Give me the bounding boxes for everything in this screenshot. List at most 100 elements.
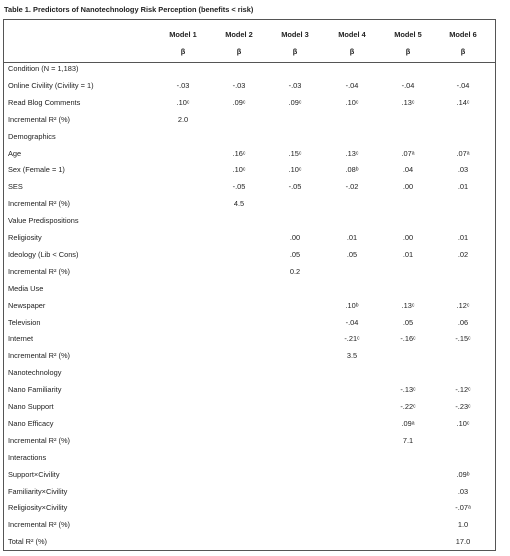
column-subheader: β — [292, 47, 298, 56]
cell: .07ᵃ — [401, 148, 415, 158]
column-header: Model 3 — [281, 30, 309, 39]
cell: .13ᶜ — [401, 300, 415, 310]
cell: .14ᶜ — [456, 97, 470, 107]
cell: -.04 — [345, 317, 359, 327]
cell: -.04 — [456, 80, 470, 90]
cell: -.23ᶜ — [455, 402, 471, 411]
cell: .05 — [289, 249, 301, 259]
row-label: Incremental R² (%) — [8, 435, 71, 445]
row-label: Sex (Female = 1) — [8, 165, 65, 175]
column-subheader: β — [236, 47, 242, 56]
table-border — [3, 19, 496, 551]
row-label: Nanotechnology — [8, 368, 62, 378]
row-label: Internet — [8, 334, 34, 344]
cell: .10ᵇ — [345, 300, 359, 310]
row-label: Read Blog Comments — [8, 97, 81, 107]
cell: .01 — [457, 233, 469, 242]
cell: -.12ᶜ — [455, 385, 471, 395]
cell: .06 — [457, 317, 469, 327]
cell: -.05 — [288, 182, 302, 192]
cell: .10ᶜ — [345, 97, 359, 107]
cell: .05 — [402, 317, 414, 327]
row-label: Incremental R² (%) — [8, 114, 71, 124]
header-rule — [3, 62, 496, 63]
cell: .04 — [402, 165, 414, 175]
cell: -.15ᶜ — [455, 334, 471, 344]
column-subheader: β — [405, 47, 411, 56]
row-label: Incremental R² (%) — [8, 351, 71, 361]
cell: 0.2 — [289, 266, 301, 276]
row-label: Age — [8, 148, 22, 158]
cell: .02 — [457, 249, 469, 259]
cell: .09ᵇ — [456, 469, 470, 479]
cell: -.03 — [288, 80, 302, 90]
cell: -.05 — [232, 182, 246, 192]
table-title: Table 1. Predictors of Nanotechnology Ri… — [4, 5, 254, 14]
cell: .00 — [402, 182, 414, 192]
row-label: Television — [8, 317, 41, 327]
row-label: Media Use — [8, 283, 44, 293]
row-label: Religiosity — [8, 233, 42, 242]
row-label: Interactions — [8, 452, 47, 462]
cell: 1.0 — [457, 520, 469, 530]
row-label: Incremental R² (%) — [8, 266, 71, 276]
cell: .08ᵇ — [345, 165, 359, 175]
row-label: Nano Support — [8, 402, 54, 411]
row-label: Support×Civility — [8, 469, 60, 479]
cell: -.13ᶜ — [400, 385, 416, 395]
column-subheader: β — [460, 47, 466, 56]
row-label: Incremental R² (%) — [8, 199, 71, 209]
cell: -.07ᵃ — [455, 503, 471, 513]
cell: -.03 — [232, 80, 246, 90]
row-label: Ideology (Lib < Cons) — [8, 249, 79, 259]
column-subheader: β — [180, 47, 186, 56]
row-label: Familiarity×Civility — [8, 486, 68, 496]
row-label: Condition (N = 1,183) — [8, 64, 79, 73]
cell: .10ᶜ — [456, 418, 470, 428]
row-label: Religiosity×Civility — [8, 503, 68, 513]
cell: .00 — [402, 233, 414, 242]
row-label: Online Civility (Civility = 1) — [8, 80, 94, 90]
cell: 3.5 — [346, 351, 358, 361]
cell: .01 — [346, 233, 358, 242]
column-header: Model 2 — [225, 30, 253, 39]
column-header: Model 4 — [338, 30, 366, 39]
row-label: Incremental R² (%) — [8, 520, 71, 530]
cell: 4.5 — [233, 199, 245, 209]
cell: .16ᶜ — [232, 148, 246, 158]
cell: .05 — [346, 249, 358, 259]
cell: 2.0 — [177, 114, 189, 124]
column-header: Model 5 — [394, 30, 422, 39]
cell: .09ᵃ — [401, 418, 415, 428]
cell: .12ᶜ — [456, 300, 470, 310]
cell: .03 — [457, 486, 469, 496]
cell: .13ᶜ — [401, 97, 415, 107]
cell: .00 — [289, 233, 301, 242]
cell: -.16ᶜ — [400, 334, 416, 344]
cell: 17.0 — [455, 537, 471, 547]
cell: .09ᶜ — [288, 97, 302, 107]
row-label: Total R² (%) — [8, 537, 48, 547]
cell: -.22ᶜ — [400, 402, 416, 411]
cell: .10ᶜ — [288, 165, 302, 175]
column-subheader: β — [349, 47, 355, 56]
cell: .01 — [457, 182, 469, 192]
cell: .10ᶜ — [232, 165, 246, 175]
row-label: Nano Efficacy — [8, 418, 54, 428]
cell: -.03 — [176, 80, 190, 90]
cell: .01 — [402, 249, 414, 259]
column-header: Model 6 — [449, 30, 477, 39]
cell: -.04 — [401, 80, 415, 90]
column-header: Model 1 — [169, 30, 197, 39]
cell: -.21ᶜ — [344, 334, 360, 344]
cell: .10ᶜ — [176, 97, 190, 107]
row-label: Newspaper — [8, 300, 46, 310]
cell: .13ᶜ — [345, 148, 359, 158]
cell: 7.1 — [402, 435, 414, 445]
cell: .07ᵃ — [456, 148, 470, 158]
cell: .09ᶜ — [232, 97, 246, 107]
cell: .15ᶜ — [288, 148, 302, 158]
row-label: Nano Familiarity — [8, 385, 62, 395]
row-label: SES — [8, 182, 23, 192]
